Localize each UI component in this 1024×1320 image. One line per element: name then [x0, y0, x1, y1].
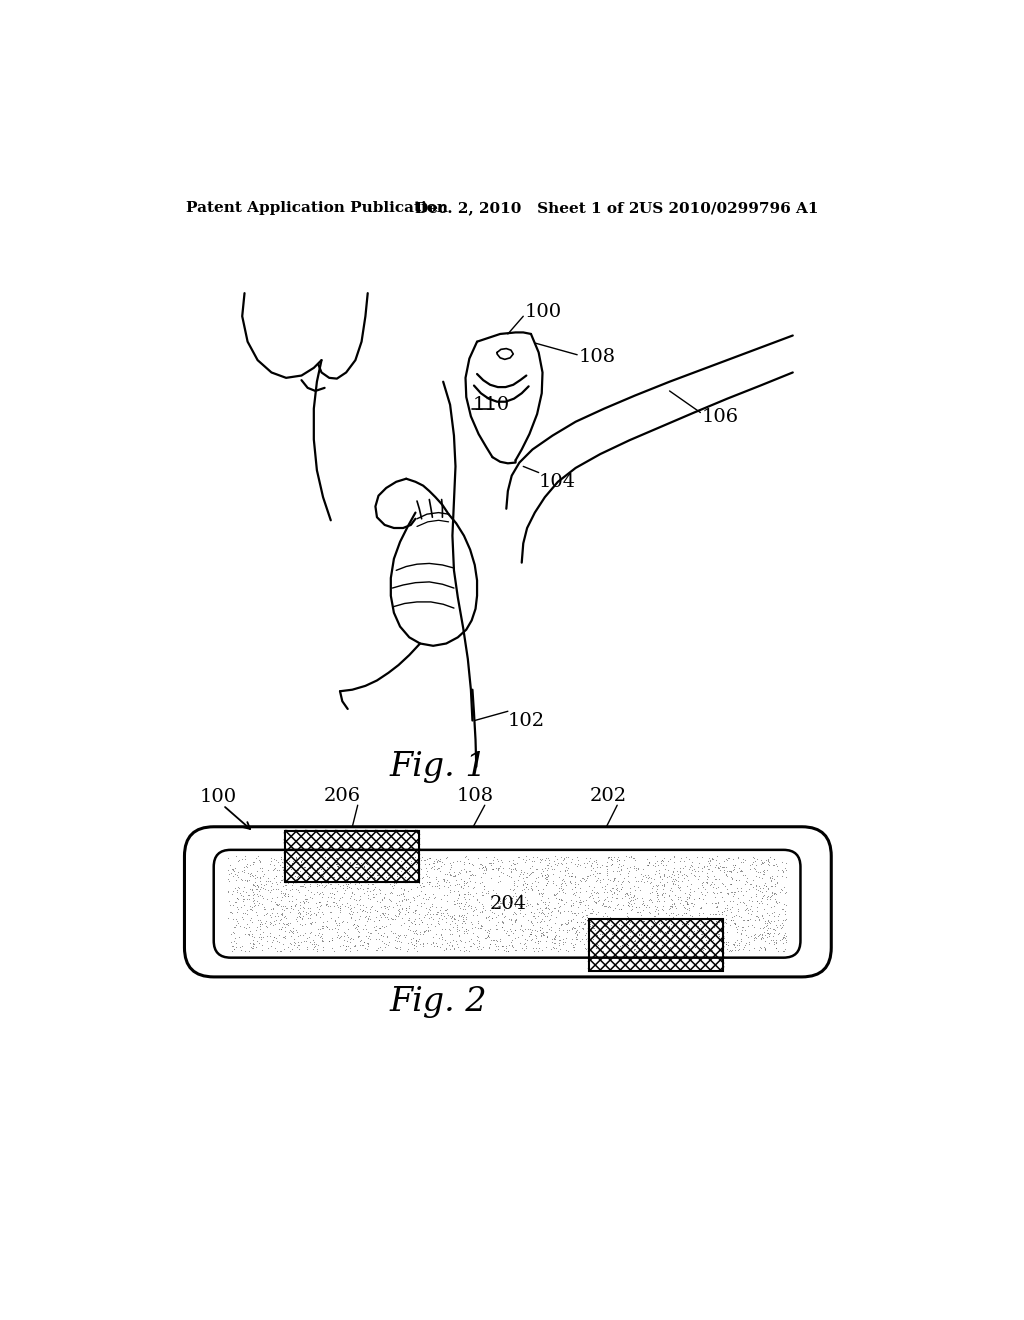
Bar [589, 919, 724, 970]
Text: 100: 100 [200, 788, 237, 807]
Text: 108: 108 [579, 348, 615, 366]
Text: 104: 104 [539, 473, 575, 491]
FancyBboxPatch shape [184, 826, 831, 977]
Bar [285, 830, 419, 882]
Text: US 2010/0299796 A1: US 2010/0299796 A1 [639, 202, 818, 215]
Text: 102: 102 [508, 711, 545, 730]
Text: 100: 100 [524, 304, 562, 321]
Text: Fig. 1: Fig. 1 [390, 751, 487, 783]
Text: 206: 206 [324, 787, 360, 805]
Text: 202: 202 [590, 787, 627, 805]
Text: Patent Application Publication: Patent Application Publication [186, 202, 449, 215]
Text: 106: 106 [701, 408, 739, 426]
Text: 110: 110 [472, 396, 510, 413]
Text: Dec. 2, 2010   Sheet 1 of 2: Dec. 2, 2010 Sheet 1 of 2 [416, 202, 640, 215]
Text: 204: 204 [489, 895, 526, 912]
FancyBboxPatch shape [214, 850, 801, 958]
Text: Fig. 2: Fig. 2 [390, 986, 487, 1018]
Text: 108: 108 [457, 787, 495, 805]
